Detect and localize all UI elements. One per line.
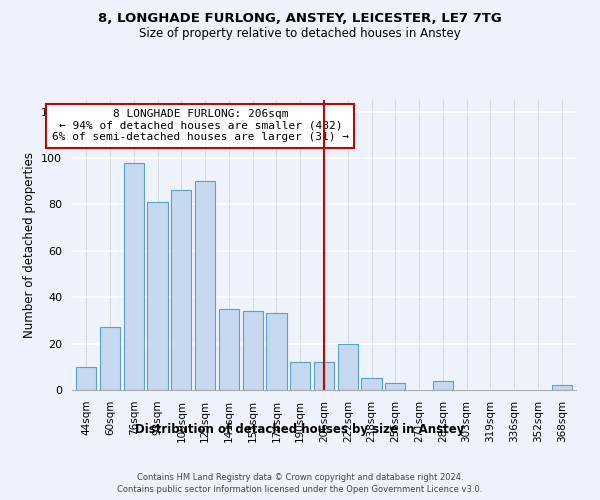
Bar xyxy=(171,190,191,390)
Y-axis label: Number of detached properties: Number of detached properties xyxy=(23,152,35,338)
Bar xyxy=(266,314,287,390)
Bar xyxy=(361,378,382,390)
Bar xyxy=(290,362,310,390)
Bar xyxy=(76,367,97,390)
Bar xyxy=(242,311,263,390)
Bar xyxy=(195,181,215,390)
Text: Contains HM Land Registry data © Crown copyright and database right 2024.: Contains HM Land Registry data © Crown c… xyxy=(137,472,463,482)
Bar xyxy=(551,386,572,390)
Text: Contains public sector information licensed under the Open Government Licence v3: Contains public sector information licen… xyxy=(118,485,482,494)
Bar xyxy=(314,362,334,390)
Bar xyxy=(100,328,120,390)
Text: Distribution of detached houses by size in Anstey: Distribution of detached houses by size … xyxy=(136,422,464,436)
Bar xyxy=(148,202,167,390)
Bar xyxy=(433,380,453,390)
Text: 8, LONGHADE FURLONG, ANSTEY, LEICESTER, LE7 7TG: 8, LONGHADE FURLONG, ANSTEY, LEICESTER, … xyxy=(98,12,502,26)
Text: Size of property relative to detached houses in Anstey: Size of property relative to detached ho… xyxy=(139,28,461,40)
Bar xyxy=(338,344,358,390)
Bar xyxy=(385,383,406,390)
Text: 8 LONGHADE FURLONG: 206sqm
← 94% of detached houses are smaller (482)
6% of semi: 8 LONGHADE FURLONG: 206sqm ← 94% of deta… xyxy=(52,110,349,142)
Bar xyxy=(124,162,144,390)
Bar xyxy=(219,309,239,390)
